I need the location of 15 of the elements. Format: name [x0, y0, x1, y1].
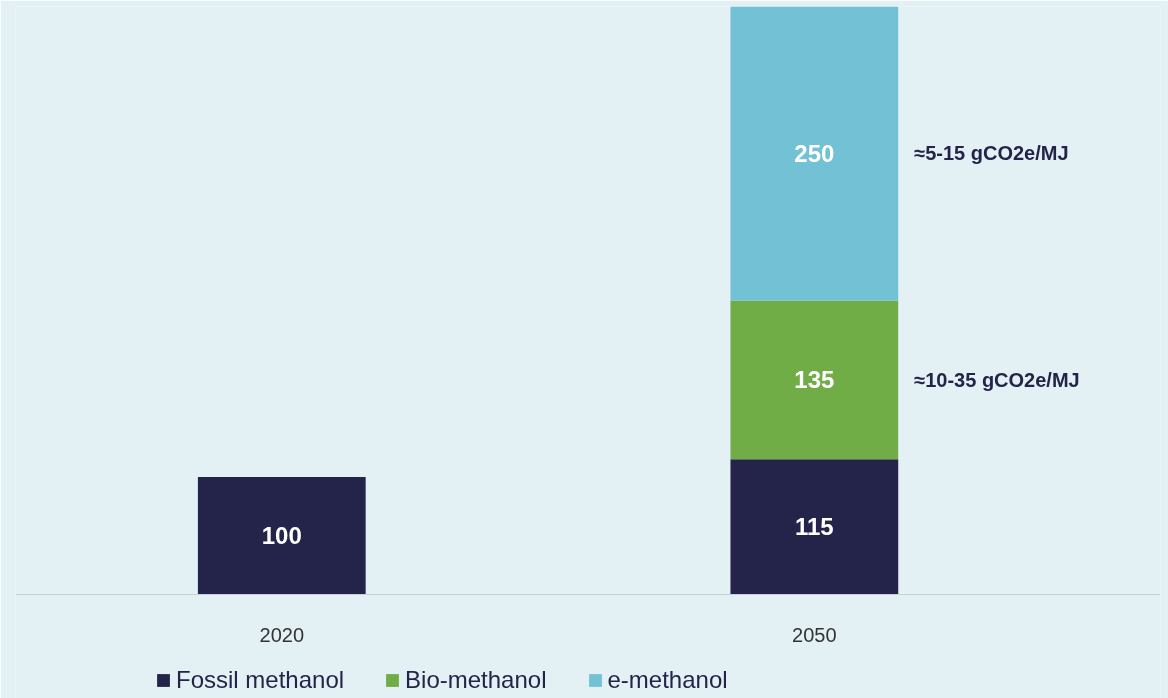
legend-label: Fossil methanol — [176, 666, 345, 694]
bar — [197, 476, 366, 595]
data-label: 100 — [261, 522, 302, 550]
legend-label: e-methanol — [607, 666, 728, 694]
legend-label: Bio-methanol — [405, 666, 547, 694]
x-tick-label: 2050 — [792, 624, 837, 647]
data-label: 250 — [794, 140, 835, 167]
bar — [730, 6, 899, 301]
annotation: ≈10-35 gCO2e/MJ — [914, 368, 1080, 391]
data-label: 135 — [794, 366, 835, 394]
data-label: 115 — [794, 513, 834, 541]
bar — [730, 459, 899, 595]
bar — [730, 300, 899, 460]
annotation: ≈5-15 gCO2e/MJ — [914, 142, 1069, 165]
x-tick-label: 2020 — [259, 624, 305, 647]
